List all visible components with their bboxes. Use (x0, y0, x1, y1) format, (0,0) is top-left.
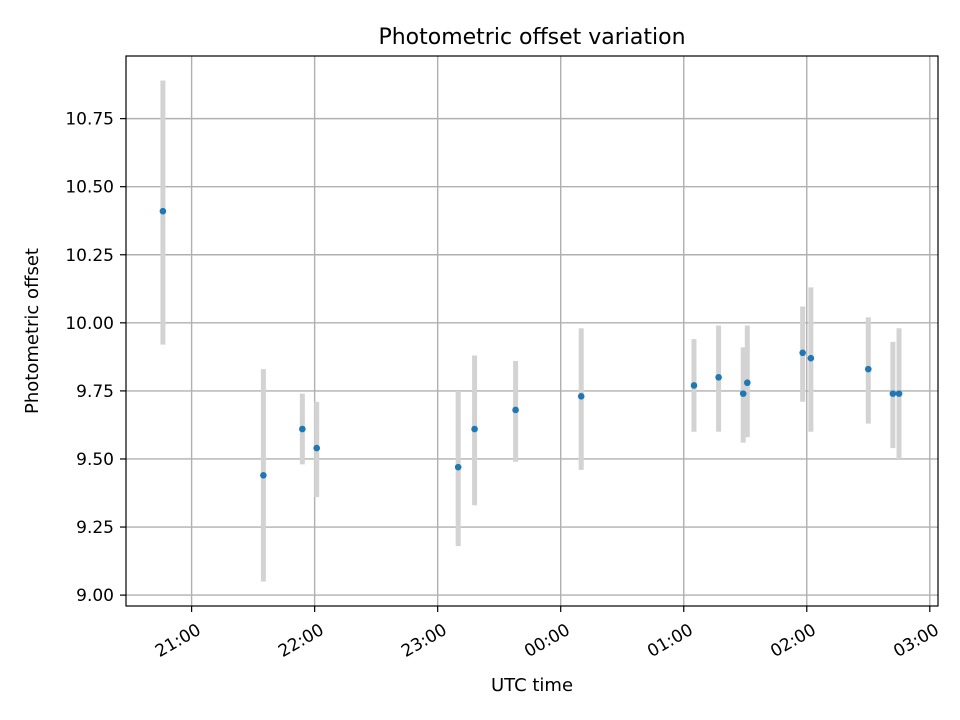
x-tick-label: 22:00 (275, 620, 327, 662)
data-point (739, 390, 747, 397)
data-point (744, 379, 751, 387)
y-axis-label: Photometric offset (22, 248, 43, 414)
data-point (159, 207, 167, 215)
x-axis-ticks: 21:00 22:00 23:00 00:00 01:00 02:00 03:00 (152, 606, 943, 662)
y-tick-label: 9.25 (76, 518, 114, 538)
data-point (299, 425, 306, 433)
data-point (690, 382, 698, 389)
data-point (260, 472, 267, 479)
x-tick-label: 23:00 (398, 620, 450, 662)
x-tick-label: 01:00 (644, 620, 696, 662)
y-tick-label: 10.75 (65, 110, 114, 130)
data-point (577, 393, 585, 400)
data-point (313, 444, 320, 452)
data-points (159, 207, 903, 479)
y-tick-label: 10.50 (65, 178, 114, 198)
x-tick-label: 02:00 (767, 620, 819, 662)
data-point (799, 349, 806, 357)
x-axis-label: UTC time (491, 675, 573, 696)
data-point (715, 373, 722, 381)
x-tick-label: 03:00 (890, 620, 942, 662)
data-point (889, 390, 897, 397)
y-axis-ticks: 9.00 9.25 9.50 9.75 10.00 10.25 10.50 10.75 (65, 110, 126, 606)
x-tick-label: 00:00 (521, 620, 573, 662)
data-point (471, 425, 478, 433)
data-point (454, 463, 462, 471)
y-tick-label: 9.50 (76, 450, 114, 470)
y-tick-label: 10.00 (65, 314, 114, 334)
data-point (895, 390, 903, 397)
data-point (864, 365, 872, 373)
plot-frame (125, 55, 939, 607)
data-point (512, 406, 519, 414)
data-point (807, 354, 815, 362)
y-tick-label: 9.75 (76, 382, 114, 402)
y-tick-label: 9.00 (76, 586, 114, 606)
error-bars (160, 80, 902, 582)
grid-lines (126, 56, 938, 606)
y-tick-label: 10.25 (65, 246, 114, 266)
x-tick-label: 21:00 (152, 620, 204, 662)
chart-title: Photometric offset variation (378, 25, 685, 50)
